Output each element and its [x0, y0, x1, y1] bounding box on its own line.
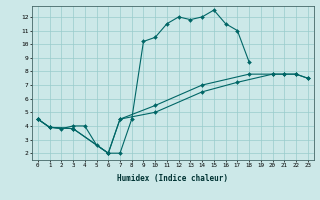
- X-axis label: Humidex (Indice chaleur): Humidex (Indice chaleur): [117, 174, 228, 183]
